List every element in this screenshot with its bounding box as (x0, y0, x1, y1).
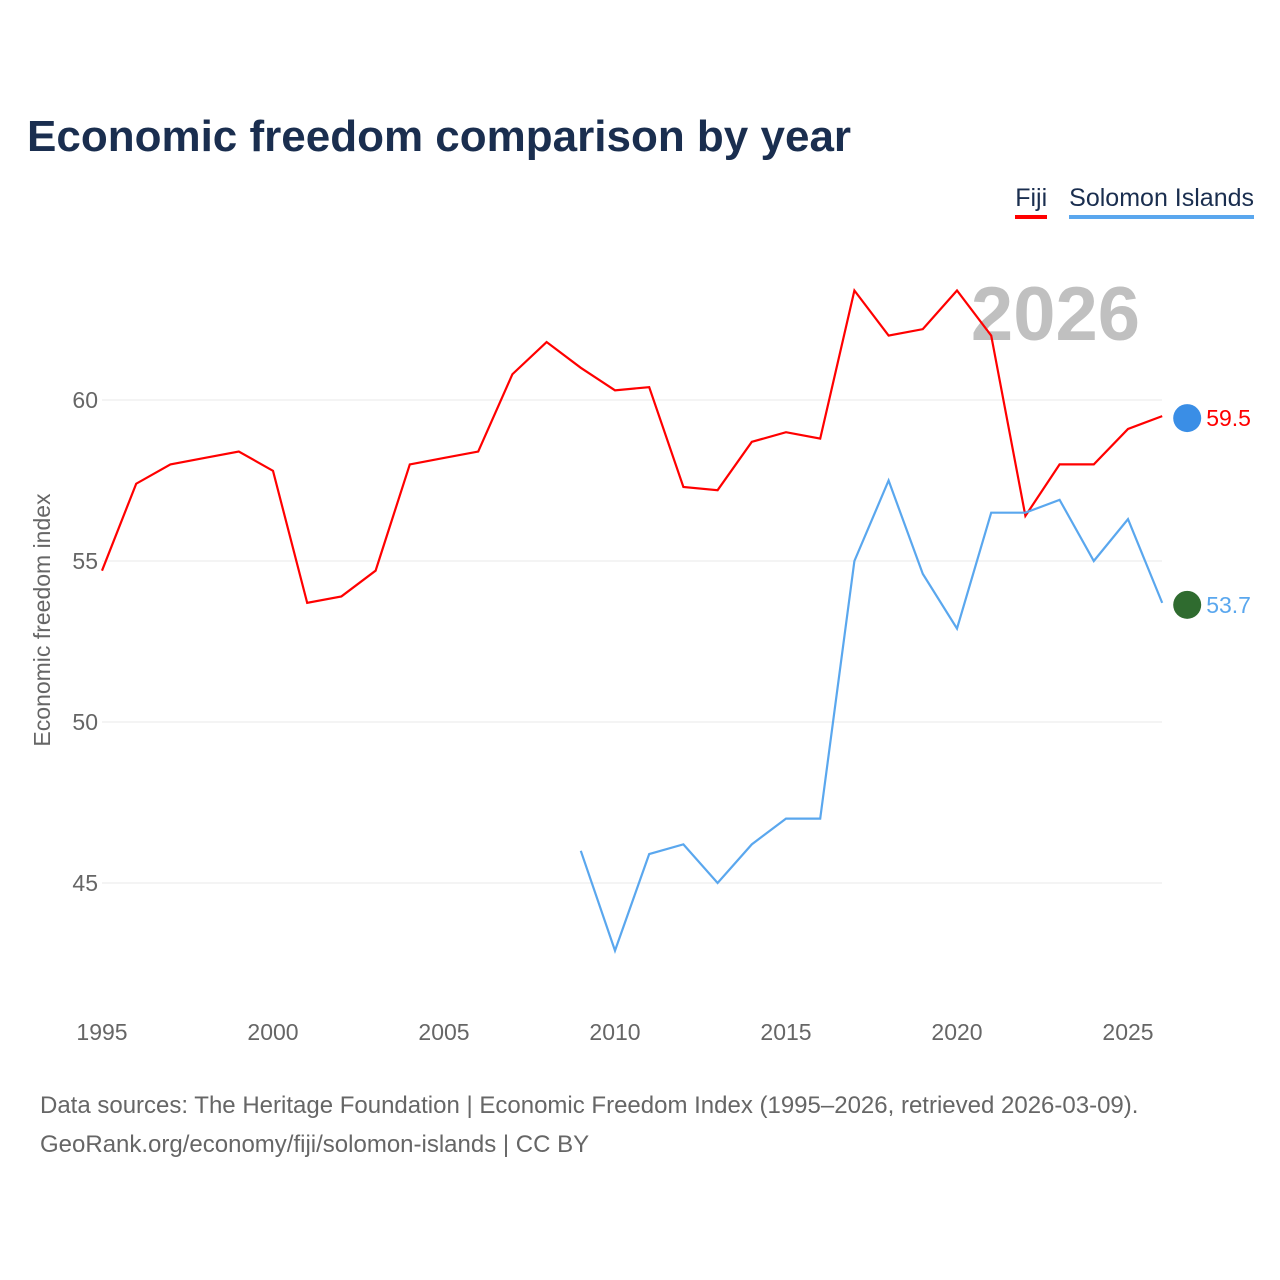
series-line-solomon-islands (579, 477, 1164, 954)
legend-fiji[interactable]: Fiji (1015, 184, 1048, 219)
y-tick-label: 60 (72, 387, 98, 413)
source-url[interactable]: GeoRank.org/economy/fiji/solomon-islands… (40, 1131, 590, 1158)
x-tick-label: 2015 (760, 1019, 811, 1045)
y-tick-label: 50 (72, 709, 98, 735)
x-tick-label: 2010 (589, 1019, 640, 1045)
legend-solomon-islands[interactable]: Solomon Islands (1069, 184, 1254, 219)
y-axis-label: Economic freedom index (29, 493, 55, 747)
x-tick-label: 1995 (76, 1019, 127, 1045)
end-value-label: 53.7 (1206, 592, 1251, 618)
year-watermark: 2026 (971, 272, 1140, 357)
x-tick-label: 2005 (418, 1019, 469, 1045)
flag-icon-fiji (1173, 404, 1202, 433)
y-tick-label: 45 (72, 870, 98, 896)
data-sources: Data sources: The Heritage Foundation | … (40, 1092, 1139, 1119)
y-tick-label: 55 (72, 548, 98, 574)
footer: Data sources: The Heritage Foundation | … (40, 1086, 1138, 1164)
x-tick-label: 2000 (247, 1019, 298, 1045)
legend: Fiji Solomon Islands (1015, 184, 1254, 219)
series-line-fiji (100, 287, 1163, 605)
chart-title: Economic freedom comparison by year (27, 112, 852, 161)
x-tick-label: 2025 (1102, 1019, 1153, 1045)
flag-icon-solomon-islands (1173, 590, 1202, 619)
x-tick-label: 2020 (931, 1019, 982, 1045)
end-value-label: 59.5 (1206, 405, 1251, 431)
